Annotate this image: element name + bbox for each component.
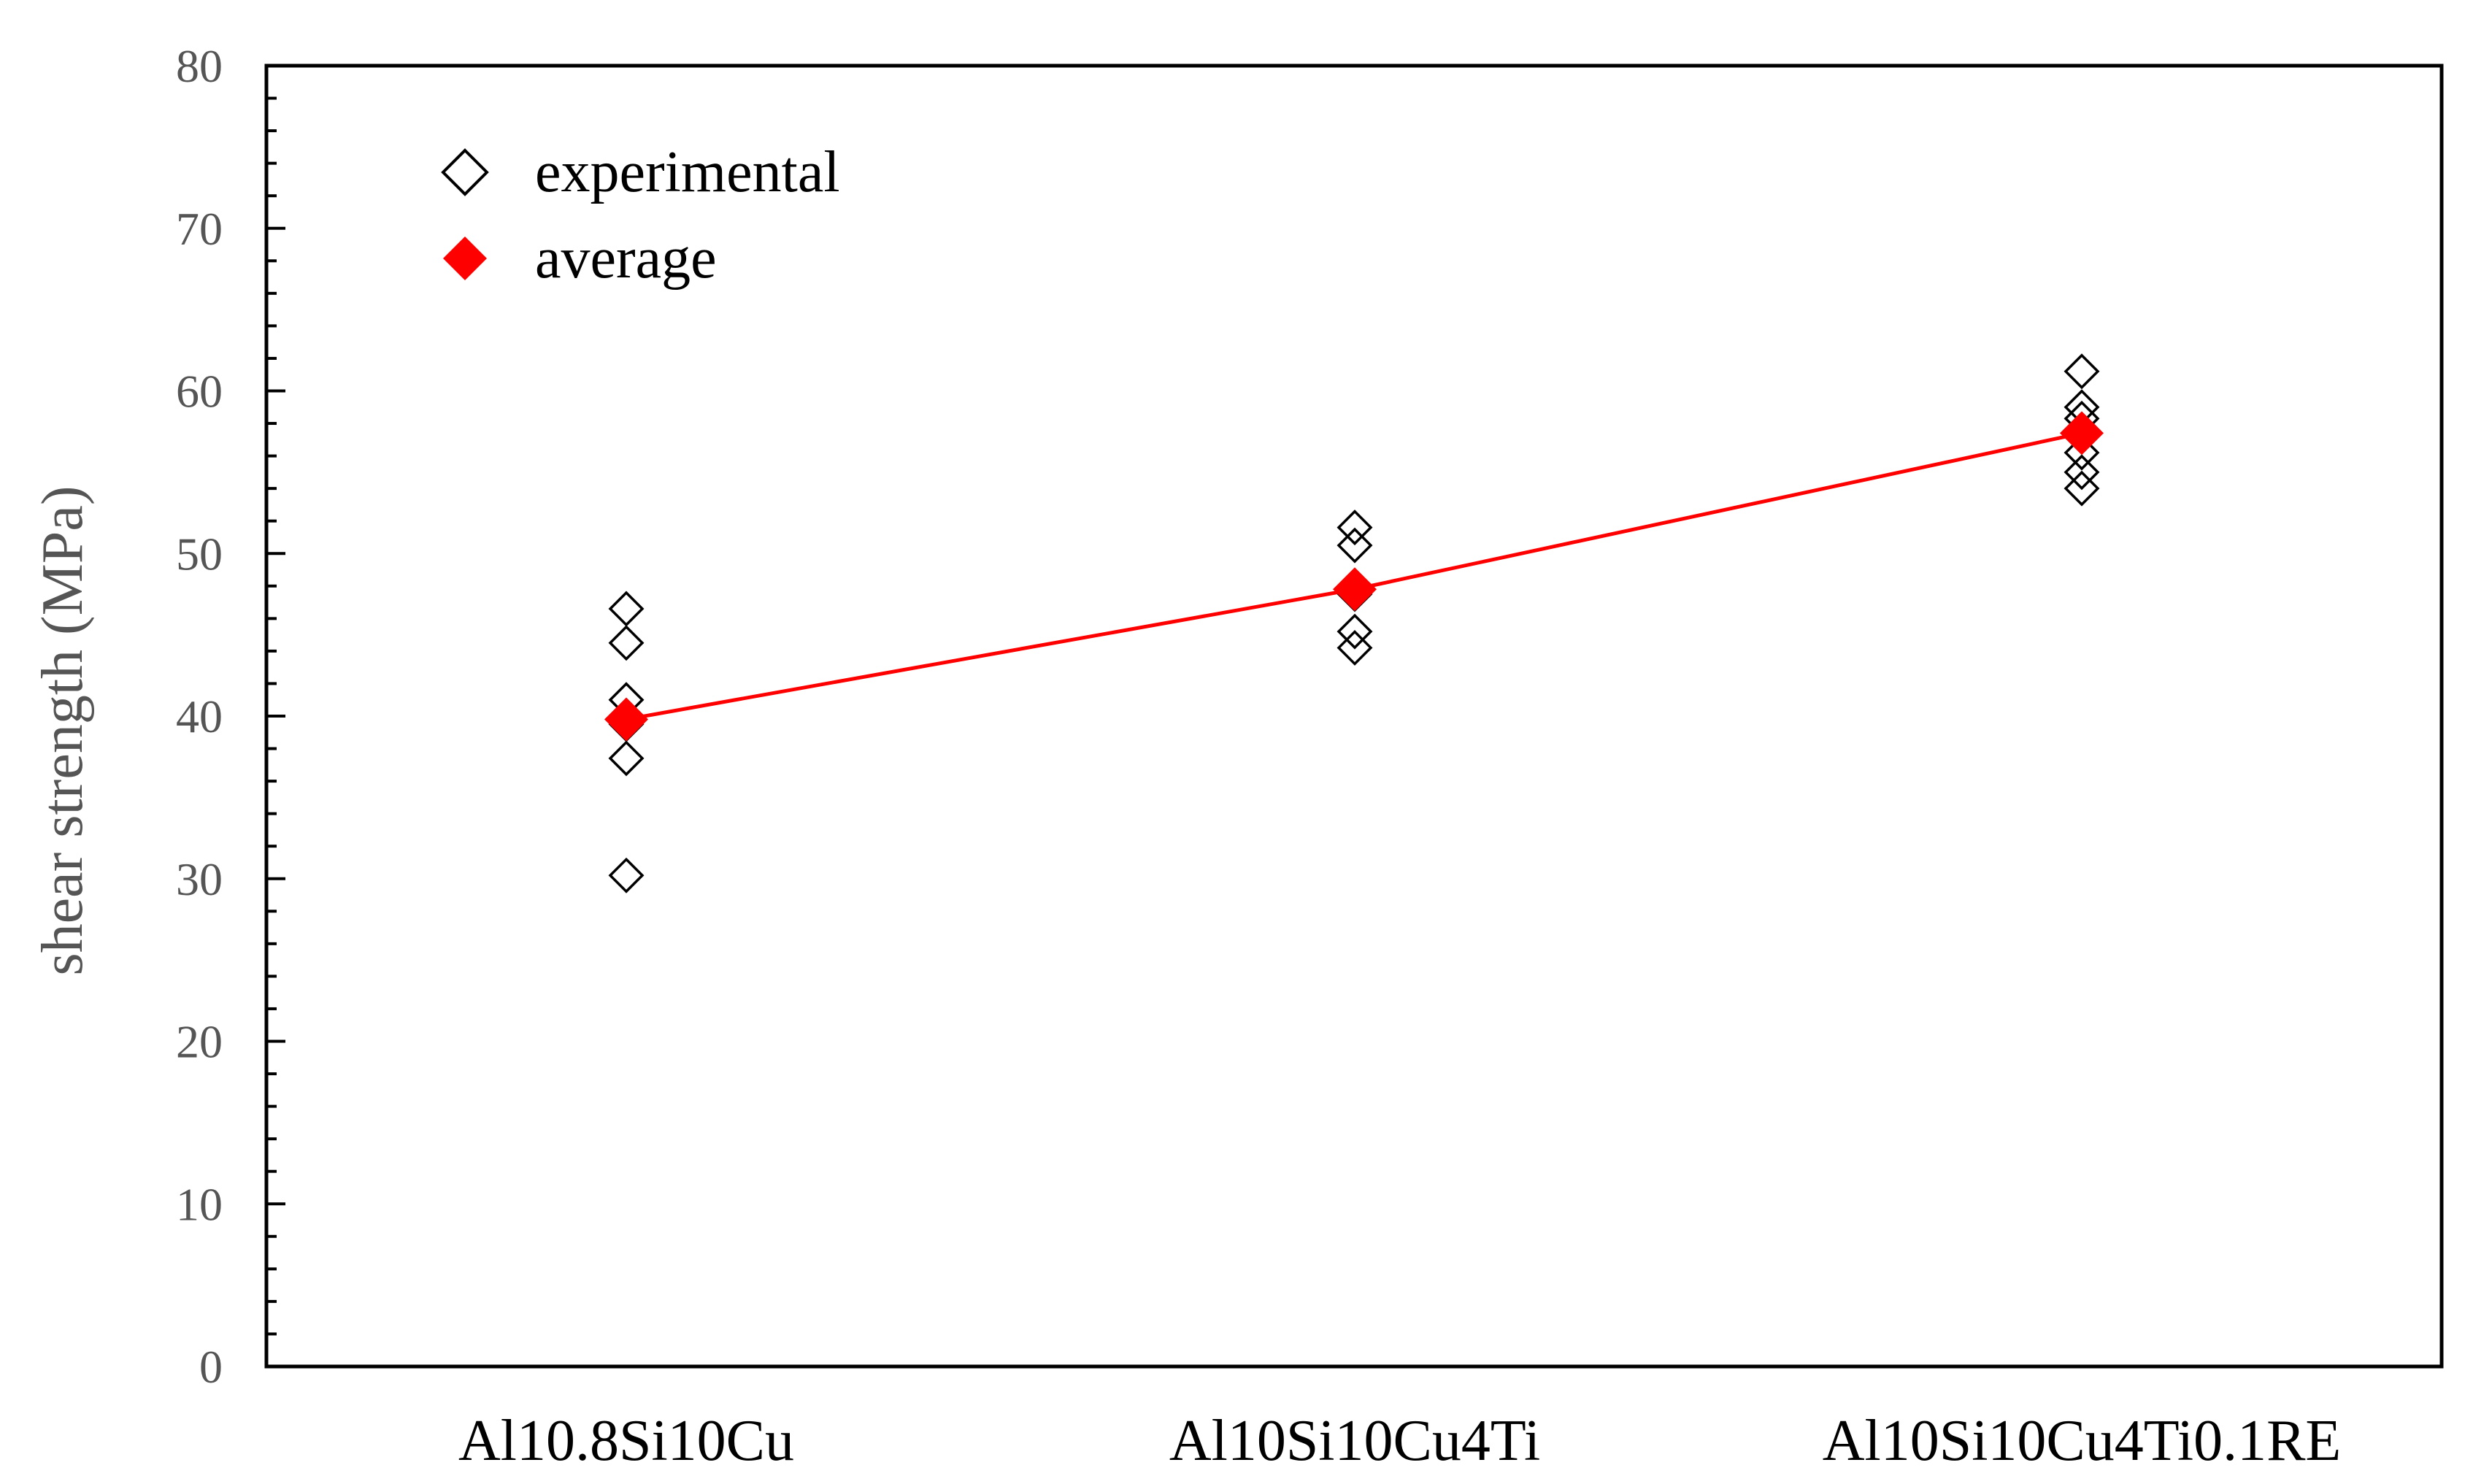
legend-experimental-marker: [441, 148, 489, 196]
y-axis-title: shear strength (MPa): [31, 486, 95, 976]
experimental-point: [1337, 527, 1373, 564]
x-category-labels: Al10.8Si10Cu Al10Si10Cu4Ti Al10Si10Cu4Ti0.…: [458, 1409, 2341, 1473]
y-tick-label: 60: [176, 366, 223, 418]
legend-average-label: average: [535, 226, 717, 291]
y-tick-label: 40: [176, 691, 223, 742]
legend-experimental-label: experimental: [535, 140, 840, 204]
experimental-point: [1337, 629, 1373, 666]
experimental-point: [1337, 510, 1373, 546]
experimental-point: [608, 857, 645, 893]
experimental-point: [2064, 470, 2100, 507]
y-tick-label: 30: [176, 853, 223, 905]
experimental-point: [608, 591, 645, 627]
x-category-label: Al10Si10Cu4Ti: [1169, 1409, 1540, 1473]
y-tick-label: 0: [199, 1341, 223, 1393]
y-tick-label: 70: [176, 203, 223, 255]
y-tick-label: 50: [176, 528, 223, 580]
y-tick-label: 80: [176, 40, 223, 92]
x-category-label: Al10Si10Cu4Ti0.1RE: [1823, 1409, 2342, 1473]
y-tick-label: 20: [176, 1016, 223, 1068]
plot-area-frame: [264, 64, 2444, 1369]
legend: experimental average: [441, 140, 840, 291]
experimental-point: [2064, 434, 2100, 471]
axis-ticks: [266, 64, 285, 1368]
y-tick-labels: 0 10 20 30 40 50 60 70 80: [176, 40, 223, 1393]
average-point: [604, 697, 648, 742]
x-category-label: Al10.8Si10Cu: [458, 1409, 794, 1473]
experimental-point: [608, 740, 645, 777]
experimental-point: [608, 625, 645, 661]
experimental-point: [2064, 454, 2100, 491]
y-tick-label: 10: [176, 1178, 223, 1230]
data-marks: [604, 353, 2104, 893]
experimental-point: [1337, 613, 1373, 650]
average-point: [2060, 411, 2104, 455]
average-point: [1333, 567, 1377, 612]
legend-average-marker: [443, 237, 487, 280]
experimental-point: [2064, 353, 2100, 390]
